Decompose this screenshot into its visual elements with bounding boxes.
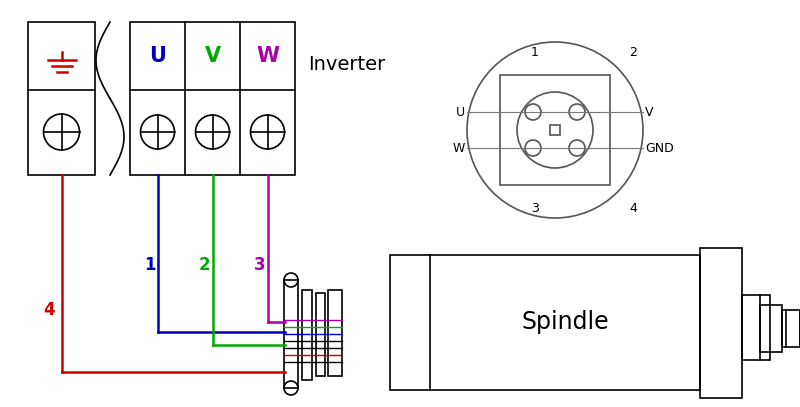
Text: 1: 1 <box>144 256 155 274</box>
Bar <box>316 293 325 376</box>
Text: V: V <box>645 105 654 118</box>
Bar <box>284 280 298 388</box>
Text: 2: 2 <box>198 256 210 274</box>
Text: 4: 4 <box>629 201 637 214</box>
Bar <box>328 290 342 376</box>
Text: Inverter: Inverter <box>308 55 386 74</box>
Text: V: V <box>205 46 221 66</box>
Bar <box>700 248 742 398</box>
Text: Spindle: Spindle <box>521 311 609 335</box>
Text: 2: 2 <box>629 46 637 59</box>
Text: 3: 3 <box>531 201 539 214</box>
Bar <box>28 22 95 175</box>
Bar <box>302 290 312 380</box>
Text: 4: 4 <box>44 301 55 319</box>
Text: U: U <box>456 105 465 118</box>
Bar <box>760 305 782 352</box>
Text: GND: GND <box>645 142 674 155</box>
Text: 3: 3 <box>254 256 266 274</box>
Text: W: W <box>256 46 279 66</box>
Bar <box>130 22 295 175</box>
Text: U: U <box>149 46 166 66</box>
Bar <box>742 295 770 360</box>
Text: 1: 1 <box>531 46 539 59</box>
Bar <box>782 310 800 347</box>
Bar <box>550 125 560 135</box>
Text: W: W <box>453 142 465 155</box>
Bar <box>500 75 610 185</box>
Bar <box>390 255 700 390</box>
